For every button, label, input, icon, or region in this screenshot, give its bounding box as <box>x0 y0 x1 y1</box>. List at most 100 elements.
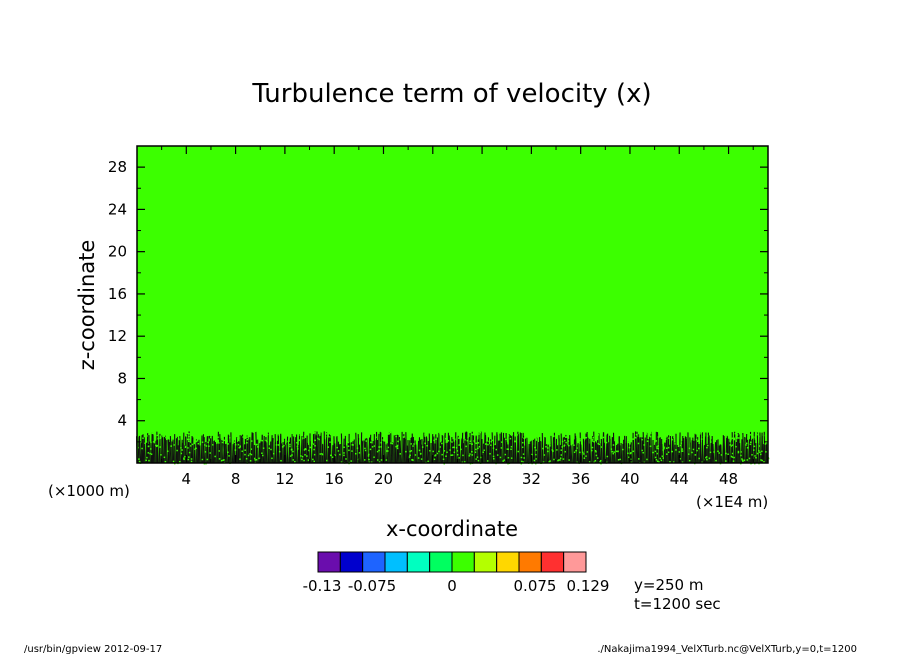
turbulence-gap <box>149 452 151 455</box>
turbulence-gap <box>452 446 454 449</box>
turbulence-gap <box>253 428 256 430</box>
turbulence-gap <box>419 432 421 434</box>
turbulence-gap <box>699 433 701 435</box>
turbulence-gap <box>453 451 456 454</box>
turbulence-gap <box>373 445 376 447</box>
turbulence-gap <box>292 459 294 461</box>
turbulence-gap <box>241 428 243 431</box>
turbulence-gap <box>340 461 343 463</box>
turbulence-gap <box>212 432 214 435</box>
turbulence-gap <box>745 444 747 446</box>
turbulence-gap <box>659 457 661 460</box>
turbulence-gap <box>188 456 190 458</box>
turbulence-streak <box>361 441 364 464</box>
turbulence-gap <box>138 458 140 460</box>
turbulence-gap <box>671 438 673 441</box>
turbulence-streak <box>599 443 602 464</box>
turbulence-gap <box>477 459 480 462</box>
turbulence-gap <box>582 451 584 454</box>
turbulence-gap <box>243 442 246 445</box>
turbulence-gap <box>408 432 410 435</box>
x-axis-label: x-coordinate <box>386 517 518 541</box>
turbulence-gap <box>589 429 591 432</box>
turbulence-streak <box>286 442 289 464</box>
turbulence-gap <box>289 445 291 448</box>
turbulence-gap <box>368 458 370 461</box>
turbulence-gap <box>632 438 635 440</box>
turbulence-gap <box>385 442 387 445</box>
turbulence-streak <box>328 440 331 464</box>
turbulence-gap <box>600 446 603 448</box>
turbulence-streak <box>225 443 228 464</box>
turbulence-gap <box>649 432 652 434</box>
turbulence-gap <box>150 441 152 444</box>
turbulence-gap <box>364 435 366 438</box>
turbulence-gap <box>164 460 167 463</box>
turbulence-gap <box>186 438 189 441</box>
turbulence-gap <box>176 449 178 452</box>
turbulence-gap <box>208 438 210 441</box>
turbulence-streak <box>340 433 343 464</box>
turbulence-gap <box>746 447 749 449</box>
turbulence-gap <box>303 449 306 451</box>
turbulence-gap <box>743 459 746 461</box>
turbulence-gap <box>146 456 148 459</box>
turbulence-streak <box>203 441 206 464</box>
turbulence-gap <box>324 435 327 438</box>
turbulence-gap <box>477 442 480 444</box>
colorbar-swatch <box>339 551 364 573</box>
turbulence-gap <box>156 434 159 437</box>
turbulence-gap <box>190 458 193 460</box>
turbulence-gap <box>432 450 434 453</box>
turbulence-gap <box>330 454 332 457</box>
turbulence-gap <box>482 431 485 433</box>
turbulence-gap <box>507 457 510 459</box>
turbulence-gap <box>444 429 447 432</box>
turbulence-gap <box>720 442 723 445</box>
turbulence-gap <box>542 447 544 450</box>
turbulence-gap <box>551 449 554 451</box>
turbulence-gap <box>212 433 215 436</box>
turbulence-gap <box>617 428 620 430</box>
turbulence-streak <box>728 438 730 464</box>
turbulence-gap <box>628 456 630 458</box>
turbulence-gap <box>612 444 615 446</box>
turbulence-gap <box>724 430 726 432</box>
turbulence-gap <box>694 429 696 431</box>
turbulence-gap <box>160 454 162 456</box>
turbulence-gap <box>667 428 669 431</box>
turbulence-gap <box>671 450 673 453</box>
turbulence-gap <box>496 454 499 456</box>
turbulence-gap <box>421 446 424 448</box>
turbulence-gap <box>585 436 588 439</box>
turbulence-streak <box>700 442 703 464</box>
turbulence-gap <box>535 438 538 440</box>
turbulence-gap <box>565 436 567 438</box>
turbulence-streak <box>269 441 272 464</box>
turbulence-gap <box>237 443 240 446</box>
turbulence-streak <box>756 432 759 464</box>
turbulence-streak <box>195 439 197 464</box>
turbulence-streak <box>316 435 319 464</box>
x-tick-label: 8 <box>231 470 241 488</box>
turbulence-gap <box>420 458 423 460</box>
turbulence-gap <box>439 446 441 448</box>
turbulence-gap <box>418 449 421 452</box>
turbulence-streak <box>464 432 467 464</box>
turbulence-streak <box>431 434 434 464</box>
turbulence-gap <box>507 448 509 450</box>
turbulence-gap <box>695 433 697 435</box>
turbulence-streak <box>241 434 245 464</box>
turbulence-gap <box>755 457 757 459</box>
turbulence-streak <box>634 431 637 464</box>
turbulence-gap <box>456 453 459 456</box>
turbulence-gap <box>737 450 740 453</box>
turbulence-gap <box>181 449 183 451</box>
turbulence-streak <box>558 435 561 464</box>
turbulence-streak <box>653 444 655 464</box>
turbulence-gap <box>593 441 595 443</box>
turbulence-streak <box>357 434 360 464</box>
turbulence-gap <box>709 436 712 438</box>
turbulence-gap <box>173 444 175 446</box>
turbulence-gap <box>233 441 236 443</box>
